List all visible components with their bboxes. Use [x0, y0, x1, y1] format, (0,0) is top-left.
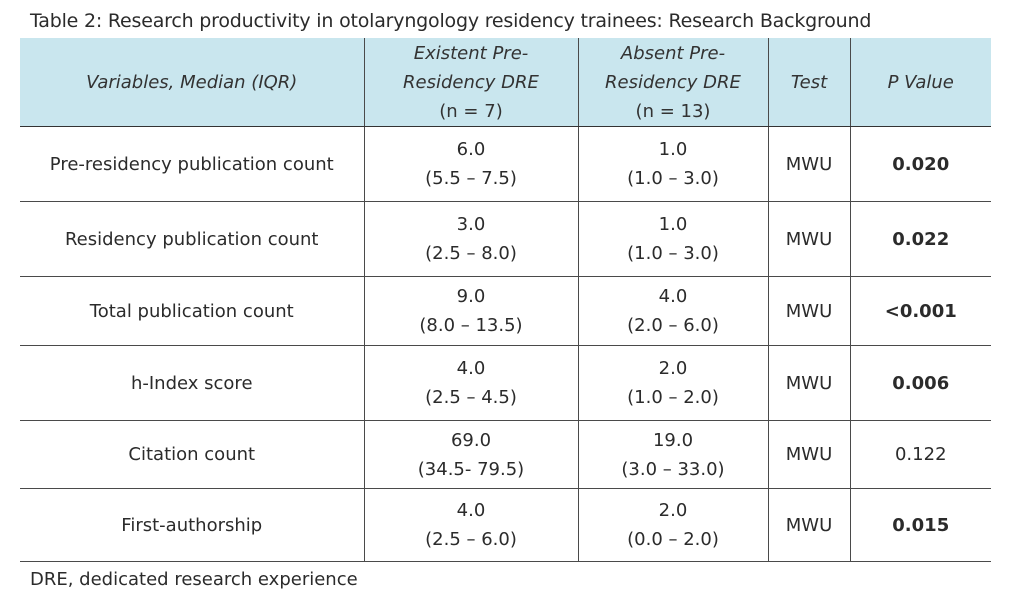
variable-label: Residency publication count	[64, 228, 319, 250]
absent-median: 19.0	[652, 429, 694, 451]
existent-iqr: (34.5- 79.5)	[417, 458, 525, 480]
cell-p-value: 0.006	[850, 345, 991, 421]
table-row: Residency publication count 3.0 (2.5 – 8.0…	[20, 201, 991, 277]
existent-iqr: (2.5 – 4.5)	[425, 387, 517, 408]
cell-p-value: 0.122	[850, 420, 991, 489]
absent-median: 1.0	[658, 139, 688, 160]
p-value: 0.006	[892, 372, 950, 394]
header-existent-line1: Existent Pre-	[413, 42, 529, 64]
table-row: First-authorship 4.0 (2.5 – 6.0) 2.0 (0.0 – …	[20, 488, 991, 562]
absent-iqr: (1.0 – 3.0)	[627, 243, 719, 264]
existent-iqr: (2.5 – 8.0)	[425, 243, 517, 264]
absent-median: 2.0	[658, 358, 688, 379]
cell-existent: 9.0 (8.0 – 13.5)	[364, 276, 579, 346]
p-value: 0.022	[892, 228, 950, 250]
absent-median: 2.0	[658, 500, 688, 521]
header-absent-dre: Absent Pre- Residency DRE (n = 13)	[578, 38, 769, 127]
table-body: Pre-residency publication count 6.0 (5.5 –…	[20, 126, 991, 562]
existent-median: 3.0	[456, 214, 486, 235]
test-label: MWU	[785, 514, 833, 536]
existent-median: 6.0	[456, 139, 486, 160]
existent-median: 4.0	[456, 500, 486, 521]
cell-existent: 4.0 (2.5 – 6.0)	[364, 488, 579, 562]
p-value: 0.020	[892, 153, 950, 175]
p-value: <0.001	[884, 300, 957, 322]
existent-median: 69.0	[450, 429, 492, 451]
absent-iqr: (3.0 – 33.0)	[621, 458, 725, 480]
cell-existent: 69.0 (34.5- 79.5)	[364, 420, 579, 489]
absent-median: 1.0	[658, 214, 688, 235]
absent-iqr: (1.0 – 3.0)	[627, 168, 719, 189]
table-row: h-Index score 4.0 (2.5 – 4.5) 2.0 (1.0 – 2.0…	[20, 345, 991, 421]
cell-absent: 19.0 (3.0 – 33.0)	[578, 420, 769, 489]
variable-label: Pre-residency publication count	[49, 153, 334, 175]
cell-p-value: 0.022	[850, 201, 991, 277]
cell-p-value: 0.015	[850, 488, 991, 562]
variable-label: First-authorship	[121, 514, 263, 536]
absent-iqr: (1.0 – 2.0)	[627, 387, 719, 408]
cell-absent: 2.0 (1.0 – 2.0)	[578, 345, 769, 421]
header-absent-line2: Residency DRE	[605, 71, 741, 93]
test-label: MWU	[785, 153, 833, 175]
existent-iqr: (8.0 – 13.5)	[419, 315, 523, 336]
table-row: Total publication count 9.0 (8.0 – 13.5) 4.…	[20, 276, 991, 346]
variable-label: Total publication count	[89, 300, 294, 322]
cell-existent: 4.0 (2.5 – 4.5)	[364, 345, 579, 421]
absent-median: 4.0	[658, 286, 688, 307]
table-row: Citation count 69.0 (34.5- 79.5) 19.0 (3.0 –…	[20, 420, 991, 489]
header-absent-line1: Absent Pre-	[620, 42, 726, 64]
cell-variable: Residency publication count	[20, 201, 365, 277]
absent-iqr: (2.0 – 6.0)	[627, 315, 719, 336]
table-footnote: DRE, dedicated research experience	[30, 569, 358, 590]
cell-variable: First-authorship	[20, 488, 365, 562]
test-label: MWU	[785, 228, 833, 250]
cell-test: MWU	[768, 345, 851, 421]
existent-iqr: (5.5 – 7.5)	[425, 168, 517, 189]
variable-label: Citation count	[128, 444, 256, 465]
cell-test: MWU	[768, 420, 851, 489]
table-header: Variables, Median (IQR) Existent Pre- Re…	[20, 38, 991, 127]
header-row: Variables, Median (IQR) Existent Pre- Re…	[20, 38, 991, 127]
test-label: MWU	[785, 444, 833, 465]
cell-existent: 3.0 (2.5 – 8.0)	[364, 201, 579, 277]
cell-test: MWU	[768, 276, 851, 346]
results-table: Variables, Median (IQR) Existent Pre- Re…	[20, 38, 991, 562]
header-absent-n: (n = 13)	[635, 100, 711, 122]
header-existent-dre: Existent Pre- Residency DRE (n = 7)	[364, 38, 579, 127]
cell-test: MWU	[768, 488, 851, 562]
cell-absent: 2.0 (0.0 – 2.0)	[578, 488, 769, 562]
p-value: 0.122	[894, 444, 947, 465]
cell-test: MWU	[768, 126, 851, 202]
header-existent-n: (n = 7)	[439, 100, 503, 122]
variable-label: h-Index score	[130, 372, 253, 394]
header-variables: Variables, Median (IQR)	[20, 38, 365, 127]
cell-test: MWU	[768, 201, 851, 277]
header-existent-line2: Residency DRE	[403, 71, 539, 93]
test-label: MWU	[785, 300, 833, 322]
cell-p-value: <0.001	[850, 276, 991, 346]
table-caption: Table 2: Research productivity in otolar…	[30, 10, 872, 32]
cell-absent: 1.0 (1.0 – 3.0)	[578, 201, 769, 277]
absent-iqr: (0.0 – 2.0)	[627, 529, 719, 550]
cell-existent: 6.0 (5.5 – 7.5)	[364, 126, 579, 202]
cell-p-value: 0.020	[850, 126, 991, 202]
cell-variable: Citation count	[20, 420, 365, 489]
p-value: 0.015	[892, 514, 950, 536]
cell-absent: 4.0 (2.0 – 6.0)	[578, 276, 769, 346]
existent-iqr: (2.5 – 6.0)	[425, 529, 517, 550]
table-row: Pre-residency publication count 6.0 (5.5 –…	[20, 126, 991, 202]
cell-variable: h-Index score	[20, 345, 365, 421]
cell-absent: 1.0 (1.0 – 3.0)	[578, 126, 769, 202]
existent-median: 9.0	[456, 286, 486, 307]
header-p-value: P Value	[850, 38, 991, 127]
cell-variable: Pre-residency publication count	[20, 126, 365, 202]
test-label: MWU	[785, 372, 833, 394]
cell-variable: Total publication count	[20, 276, 365, 346]
header-test: Test	[768, 38, 851, 127]
existent-median: 4.0	[456, 358, 486, 379]
